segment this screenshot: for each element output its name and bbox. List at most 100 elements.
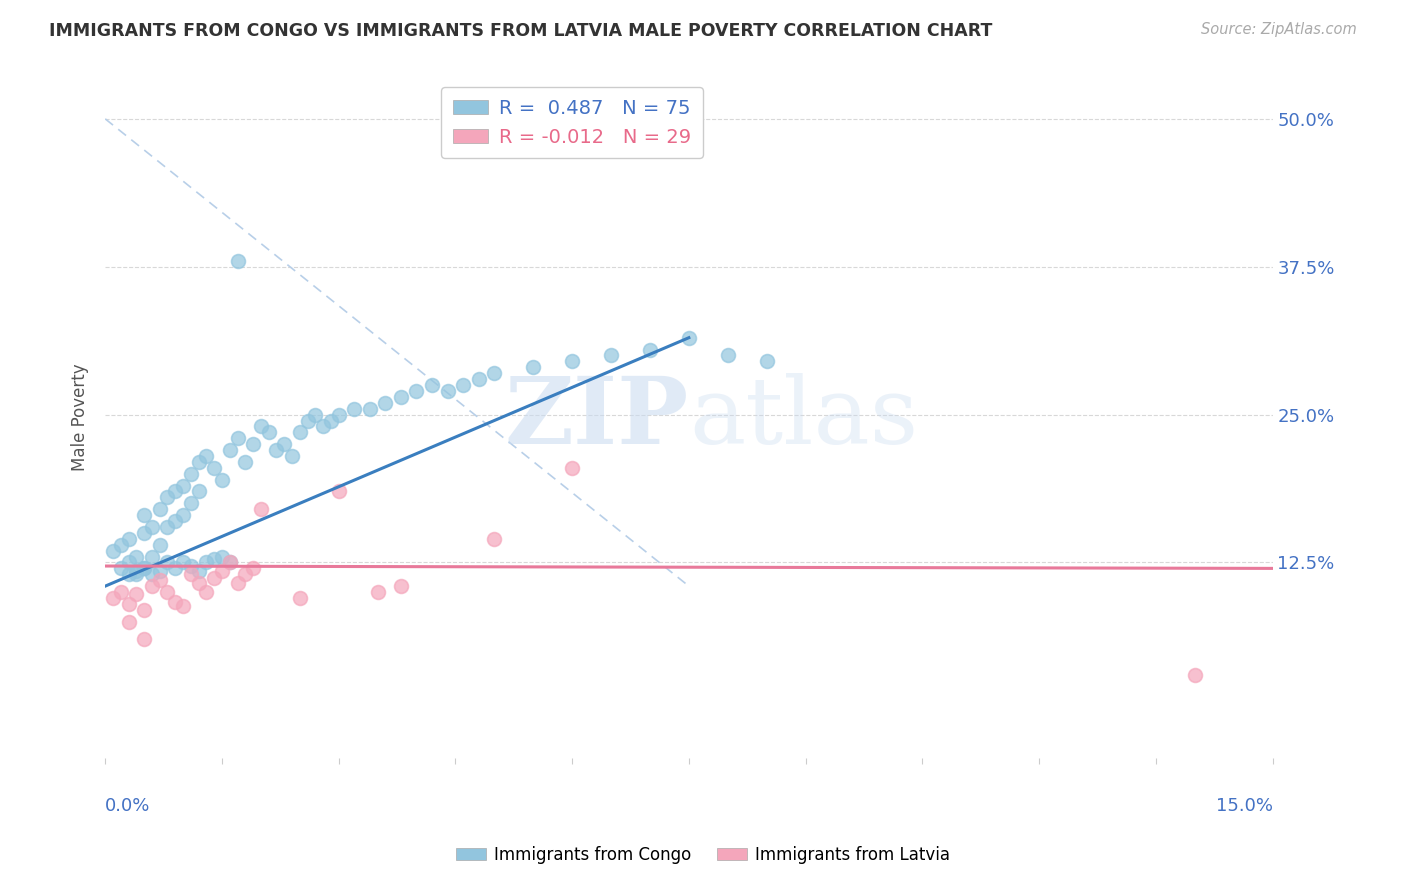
Point	[561, 354, 583, 368]
Point	[374, 396, 396, 410]
Point	[202, 571, 225, 585]
Point	[202, 552, 225, 566]
Point	[242, 561, 264, 575]
Text: 0.0%: 0.0%	[105, 797, 150, 814]
Point	[165, 594, 187, 608]
Point	[218, 443, 240, 458]
Text: 15.0%: 15.0%	[1216, 797, 1272, 814]
Point	[125, 549, 148, 564]
Point	[187, 575, 209, 590]
Point	[165, 561, 187, 575]
Point	[141, 579, 163, 593]
Text: atlas: atlas	[689, 373, 918, 463]
Point	[134, 561, 156, 575]
Point	[288, 591, 311, 605]
Point	[389, 390, 412, 404]
Point	[484, 366, 506, 380]
Point	[678, 331, 700, 345]
Point	[156, 556, 179, 570]
Point	[266, 443, 288, 458]
Point	[638, 343, 661, 357]
Point	[101, 543, 124, 558]
Point	[134, 603, 156, 617]
Text: IMMIGRANTS FROM CONGO VS IMMIGRANTS FROM LATVIA MALE POVERTY CORRELATION CHART: IMMIGRANTS FROM CONGO VS IMMIGRANTS FROM…	[49, 22, 993, 40]
Point	[405, 384, 427, 398]
Point	[187, 455, 209, 469]
Point	[165, 514, 187, 528]
Point	[250, 502, 273, 516]
Point	[195, 449, 218, 463]
Point	[211, 564, 233, 578]
Point	[117, 556, 139, 570]
Point	[312, 419, 335, 434]
Point	[522, 360, 544, 375]
Point	[717, 348, 740, 362]
Point	[101, 591, 124, 605]
Point	[110, 585, 132, 599]
Point	[281, 449, 304, 463]
Point	[319, 413, 342, 427]
Point	[343, 401, 366, 416]
Point	[149, 564, 172, 578]
Point	[420, 378, 443, 392]
Point	[117, 567, 139, 582]
Point	[250, 419, 273, 434]
Point	[451, 378, 474, 392]
Point	[125, 564, 148, 578]
Point	[117, 532, 139, 546]
Point	[328, 484, 350, 499]
Point	[226, 253, 249, 268]
Point	[436, 384, 458, 398]
Point	[288, 425, 311, 440]
Point	[134, 632, 156, 647]
Point	[218, 556, 240, 570]
Point	[110, 561, 132, 575]
Point	[367, 585, 389, 599]
Point	[187, 564, 209, 578]
Point	[226, 575, 249, 590]
Point	[134, 525, 156, 540]
Legend: R =  0.487   N = 75, R = -0.012   N = 29: R = 0.487 N = 75, R = -0.012 N = 29	[441, 87, 703, 158]
Point	[156, 520, 179, 534]
Point	[180, 496, 202, 510]
Point	[125, 587, 148, 601]
Point	[600, 348, 623, 362]
Point	[165, 484, 187, 499]
Point	[172, 508, 194, 523]
Point	[141, 567, 163, 582]
Point	[211, 473, 233, 487]
Point	[149, 573, 172, 587]
Point	[156, 585, 179, 599]
Point	[297, 413, 319, 427]
Point	[304, 408, 326, 422]
Point	[242, 437, 264, 451]
Point	[257, 425, 280, 440]
Text: Source: ZipAtlas.com: Source: ZipAtlas.com	[1201, 22, 1357, 37]
Point	[172, 478, 194, 492]
Point	[125, 567, 148, 582]
Point	[149, 538, 172, 552]
Point	[117, 615, 139, 629]
Point	[468, 372, 491, 386]
Point	[180, 559, 202, 574]
Point	[226, 431, 249, 445]
Point	[1184, 668, 1206, 682]
Point	[134, 561, 156, 575]
Point	[195, 585, 218, 599]
Point	[180, 567, 202, 582]
Point	[233, 567, 256, 582]
Point	[172, 599, 194, 614]
Point	[233, 455, 256, 469]
Point	[389, 579, 412, 593]
Point	[134, 508, 156, 523]
Point	[218, 556, 240, 570]
Point	[195, 556, 218, 570]
Point	[172, 556, 194, 570]
Text: ZIP: ZIP	[505, 373, 689, 463]
Point	[273, 437, 295, 451]
Point	[484, 532, 506, 546]
Point	[202, 460, 225, 475]
Point	[211, 549, 233, 564]
Point	[141, 549, 163, 564]
Point	[187, 484, 209, 499]
